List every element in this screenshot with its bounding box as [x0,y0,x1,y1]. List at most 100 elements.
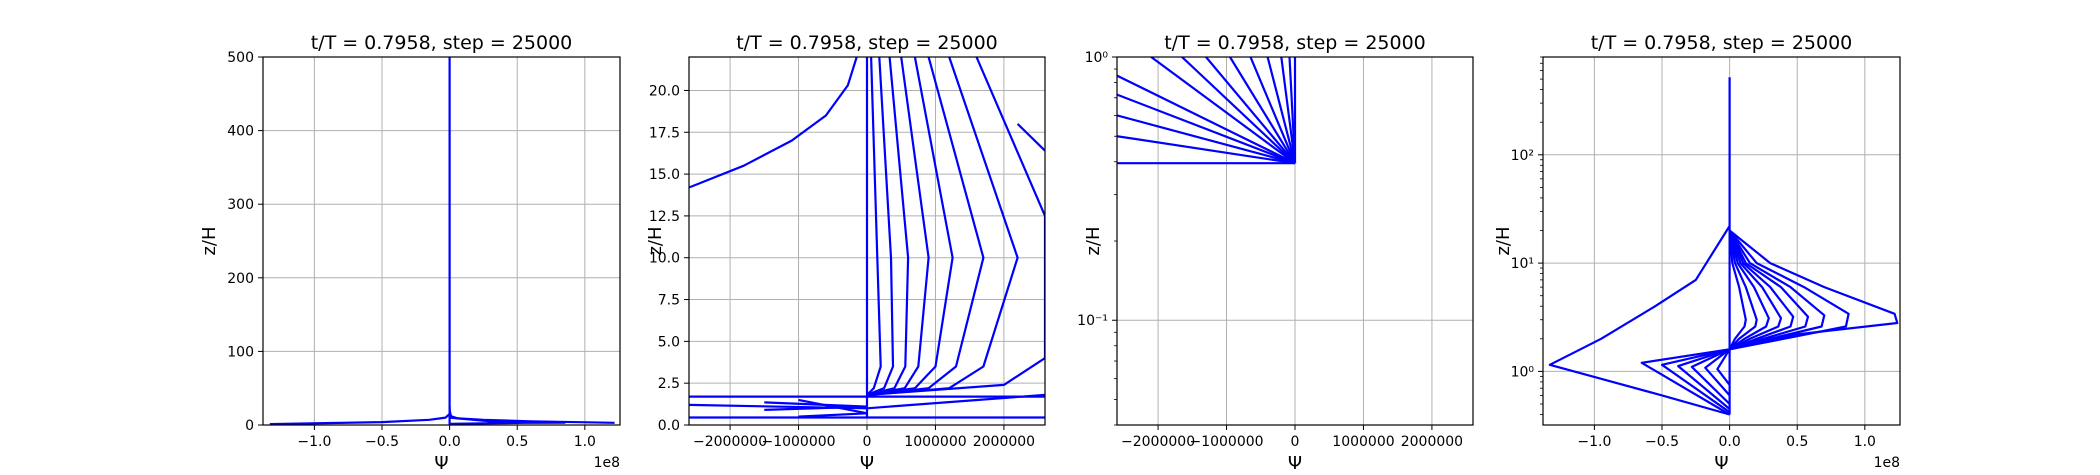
series-line-4 [1660,348,1731,414]
series-line-13 [1728,230,1795,351]
chart-panel-3: −2000000−1000000 0 1000000 2000000 10⁻¹ 10⁰ t/… [1077,32,1474,474]
series-line-9 [1205,57,1296,164]
x-tick-label: −1.0 [1577,434,1611,450]
series-line-12 [1728,230,1810,351]
chart-panel-1: −1.0 −0.5 0.0 0.5 1.0 0 100 200 300 400 500 t/T = 0… [199,32,621,474]
y-axis-label: z/H [645,226,666,255]
y-axis-label: z/H [199,226,220,255]
series-line-16 [1016,123,1045,152]
series-line-13 [1280,57,1297,164]
series-line-7 [1704,348,1731,397]
y-tick-label: 12.5 [649,209,680,225]
x-tick-label: 0.5 [1786,434,1808,450]
chart-title: t/T = 0.7958, step = 25000 [1164,32,1426,54]
x-tick-label: 1000000 [1332,434,1394,450]
series-line-2 [1548,225,1731,416]
chart-title: t/T = 0.7958, step = 25000 [1591,32,1853,54]
series-line-6 [1117,135,1296,165]
series-line-3 [1117,74,1296,165]
series-line-10 [1229,57,1296,164]
series-line-1 [689,57,858,189]
y-tick-label: 10⁻¹ [1077,313,1108,329]
series-line-11 [1249,57,1297,164]
y-tick-label: 500 [227,50,254,66]
x-tick-label: 0.5 [506,434,528,450]
x-tick-label: −1.0 [297,434,331,450]
series-line-7 [764,401,869,411]
x-tick-label: 0 [863,434,872,450]
y-tick-label: 200 [227,271,254,287]
series-line-12 [1266,57,1297,164]
y-tick-label: 300 [227,197,254,213]
series-line-10 [1728,229,1850,351]
y-tick-label: 15.0 [649,167,680,183]
series-line-5 [689,393,1045,410]
x-tick-label: 2000000 [973,434,1035,450]
series-line-5 [1677,348,1731,410]
series-line-2 [269,406,451,425]
x-tick-label: 0.0 [438,434,460,450]
series-line-16 [1728,230,1758,351]
y-tick-label: 20.0 [649,83,680,99]
y-axis-label: z/H [1493,226,1514,255]
y-tick-label: 0 [245,418,254,434]
series-line-9 [1728,229,1899,351]
x-offset-label: 1e8 [594,455,620,471]
x-tick-label: −2000000 [693,434,767,450]
y-tick-label: 10⁰ [1511,364,1535,380]
series-line-6 [1690,348,1731,405]
x-axis-label: Ψ [1288,453,1302,474]
series-line-3 [1640,348,1731,416]
x-offset-label: 1e8 [1874,455,1900,471]
series-line-11 [1728,229,1826,351]
y-tick-label: 400 [227,124,254,140]
y-axis-label: z/H [1083,226,1104,255]
x-tick-label: 0.0 [1718,434,1740,450]
y-tick-label: 5.0 [658,334,680,350]
x-tick-label: 0 [1291,434,1300,450]
x-tick-label: 2000000 [1401,434,1463,450]
series-line-14 [1728,230,1783,351]
y-tick-label: 10.0 [649,251,680,267]
series-line-14 [1288,57,1297,164]
series-line-5 [1117,114,1296,165]
series-line-8 [1181,57,1296,165]
y-tick-label: 17.5 [649,125,680,141]
series-line-7 [1150,57,1296,165]
x-tick-label: 1000000 [904,434,966,450]
x-tick-label: 1.0 [574,434,596,450]
series-line-8 [866,57,882,396]
x-tick-label: −0.5 [1645,434,1679,450]
series-line-13 [866,57,985,396]
chart-panel-4: −1.0 −0.5 0.0 0.5 1.0 10⁰ 10¹ 10² t/T = 0.7958, … [1493,32,1901,474]
x-axis-label: Ψ [434,453,448,474]
series-line-8 [1716,348,1731,386]
chart-title: t/T = 0.7958, step = 25000 [311,32,573,54]
series-group [1548,77,1899,416]
x-tick-label: −0.5 [365,434,399,450]
x-axis-label: Ψ [860,453,874,474]
series-line-10 [866,57,910,396]
x-tick-label: −1000000 [1189,434,1263,450]
x-tick-label: 1.0 [1854,434,1876,450]
y-tick-label: 7.5 [658,293,680,309]
series-line-15 [1728,230,1770,351]
chart-title: t/T = 0.7958, step = 25000 [736,32,998,54]
axes-frame [1542,56,1901,426]
series-line-15 [866,57,1045,396]
y-tick-label: 0.0 [658,418,680,434]
y-tick-label: 10⁰ [1085,50,1109,66]
series-group [689,57,1045,419]
series-line-4 [1117,93,1296,165]
x-tick-label: −2000000 [1121,434,1195,450]
series-group [269,57,615,425]
series-line-9 [866,57,895,396]
chart-panel-2: −2000000−1000000 0 1000000 2000000 0.0 2.5 5.0… [645,32,1046,474]
axes-frame [262,56,621,426]
series-line-17 [1728,230,1747,350]
y-tick-label: 100 [227,344,254,360]
x-tick-label: −1000000 [761,434,835,450]
x-axis-label: Ψ [1714,453,1728,474]
y-tick-label: 2.5 [658,376,680,392]
